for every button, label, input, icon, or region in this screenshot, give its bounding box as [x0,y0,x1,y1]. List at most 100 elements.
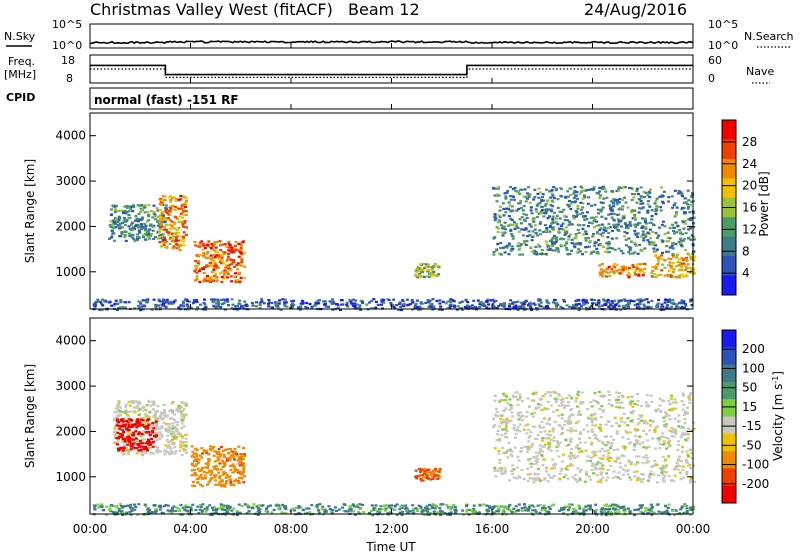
echo-cell [138,231,142,234]
echo-cell [219,468,223,471]
echo-cell [196,467,200,470]
echo-cell [558,238,562,241]
echo-cell [189,509,193,512]
echo-cell [512,396,516,399]
echo-cell [597,238,601,242]
echo-cell [137,440,141,443]
echo-cell [561,400,565,403]
echo-cell [601,274,605,277]
echo-cell [686,203,690,206]
echo-cell [233,458,237,461]
echo-cell [574,400,578,403]
echo-cell [667,240,671,243]
echo-cell [194,508,198,512]
echo-cell [522,195,526,198]
echo-cell [565,396,569,400]
echo-cell [424,513,428,516]
echo-cell [380,298,384,301]
echo-cell [112,304,116,307]
echo-cell [219,306,223,309]
echo-cell [156,237,160,240]
echo-cell [689,477,693,480]
echo-cell [610,404,614,407]
echo-cell [230,464,234,467]
echo-cell [115,308,119,311]
echo-cell [576,455,580,458]
echo-cell [532,217,536,220]
echo-cell [550,238,554,241]
echo-cell [617,208,621,211]
echo-cell [529,462,533,465]
echo-cell [229,275,233,278]
echo-cell [148,228,152,231]
echo-cell [109,220,113,223]
echo-cell [210,513,214,516]
echo-cell [120,435,124,438]
echo-cell [124,411,128,414]
echo-cell [629,224,633,227]
echo-cell [198,268,202,271]
echo-cell [680,460,684,463]
echo-cell [184,444,188,447]
echo-cell [260,298,264,301]
echo-cell [241,241,245,244]
echo-cell [612,272,616,275]
echo-cell [615,203,619,206]
echo-cell [558,217,562,220]
echo-cell [173,221,177,224]
echo-cell [160,199,164,202]
echo-cell [653,459,657,462]
echo-cell [315,503,319,507]
echo-cell [654,266,658,269]
echo-cell [470,509,474,512]
echo-cell [652,242,656,245]
echo-cell [154,445,157,448]
echo-cell [540,249,544,252]
echo-cell [144,445,148,448]
echo-cell [117,421,120,424]
echo-cell [552,410,555,413]
echo-cell [633,193,637,196]
echo-cell [599,467,603,470]
echo-cell [576,204,580,208]
echo-cell [212,445,216,449]
echo-cell [687,206,690,209]
echo-cell [93,307,97,310]
echo-cell [566,465,570,468]
echo-cell [169,447,173,450]
echo-cell [511,235,515,238]
echo-cell [549,476,553,479]
echo-cell [387,506,391,509]
echo-cell [266,505,270,508]
echo-cell [221,473,225,476]
echo-cell [135,217,139,220]
echo-cell [172,196,176,199]
echo-cell [540,509,544,512]
echo-cell [617,456,621,459]
colorbar-label: 8 [742,244,750,258]
echo-cell [181,417,185,420]
echo-cell [692,427,696,431]
echo-cell [668,226,672,230]
echo-cell [182,207,186,211]
echo-cell [634,233,638,236]
echo-cell [236,304,240,307]
echo-cell [400,506,404,509]
echo-cell [617,187,621,190]
echo-cell [523,219,527,222]
echo-cell [596,402,600,405]
echo-cell [611,265,615,268]
echo-cell [110,304,114,307]
echo-cell [225,473,229,477]
echo-cell [528,223,532,226]
echo-cell [132,227,136,230]
echo-cell [495,439,499,442]
echo-cell [521,509,524,512]
echo-cell [493,469,497,472]
echo-cell [518,305,522,308]
echo-cell [539,403,543,406]
echo-cell [506,456,510,459]
echo-cell [130,444,134,447]
echo-cell [127,400,131,403]
echo-cell [503,192,507,195]
